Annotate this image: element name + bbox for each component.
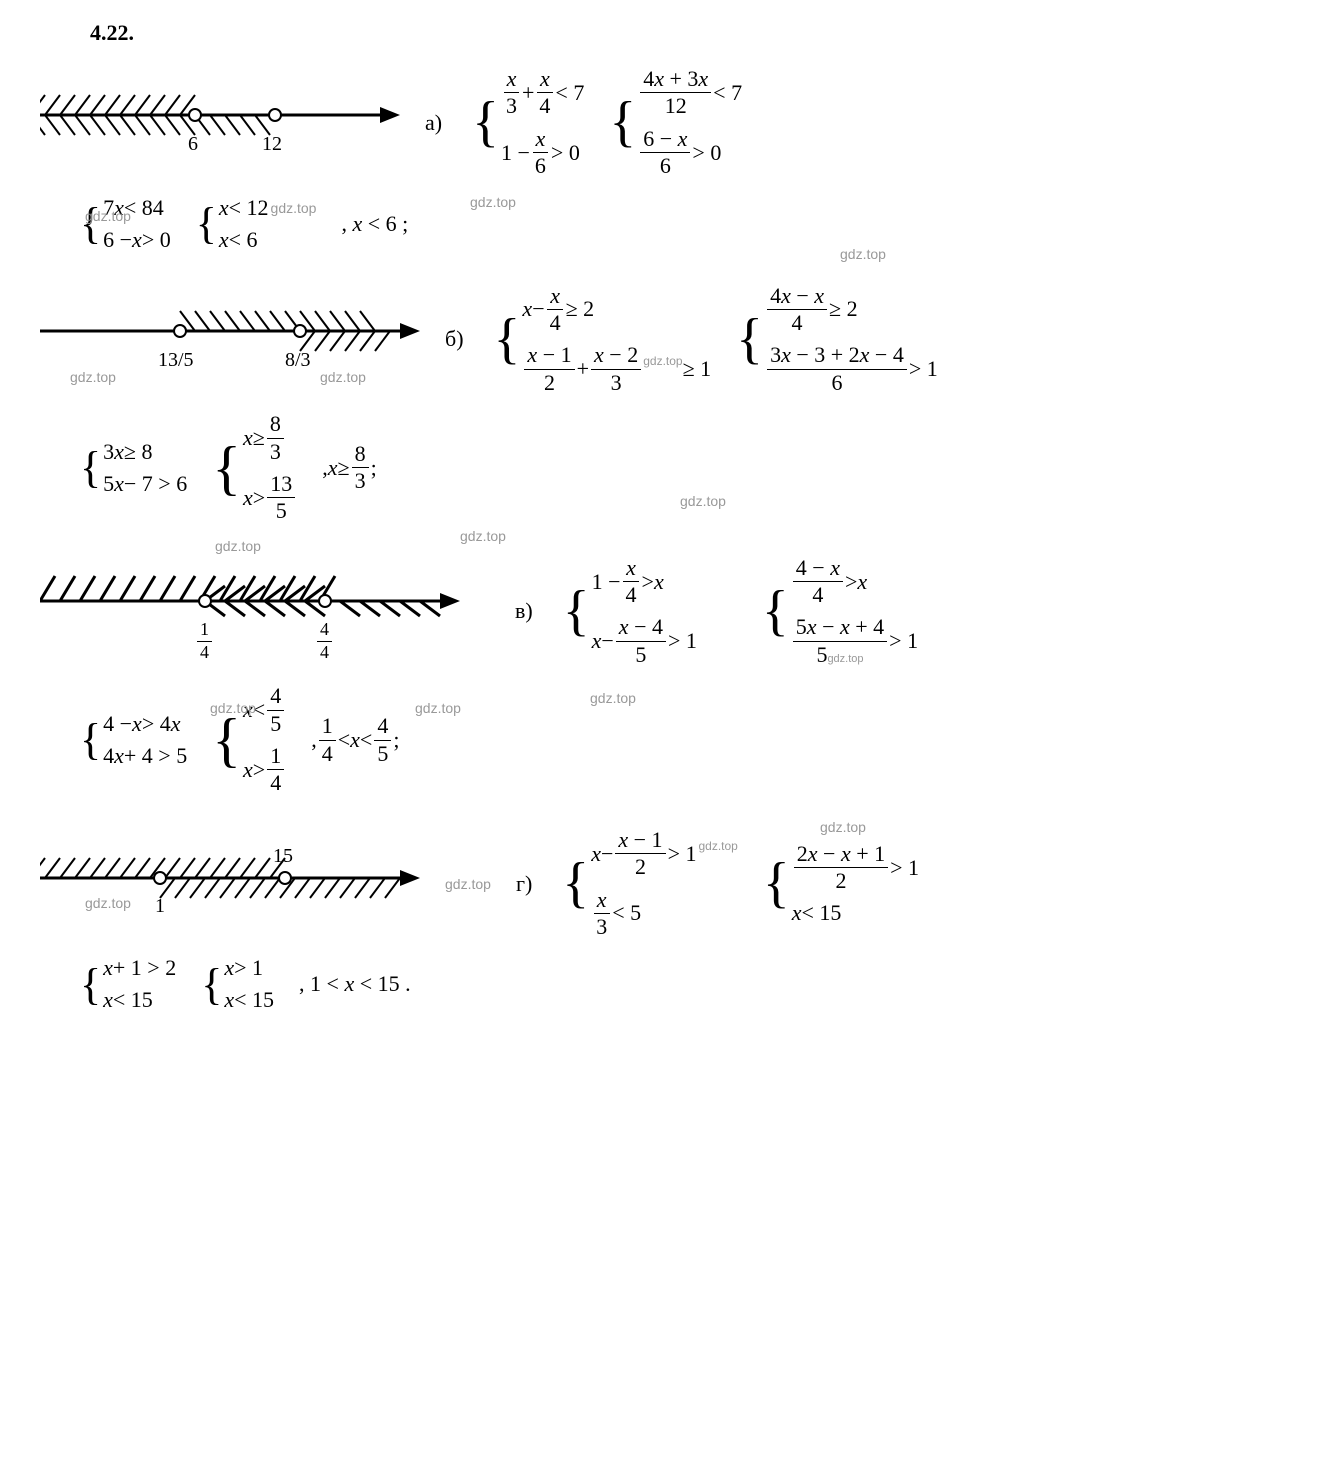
system-g3: { x + 1 > 2 x < 15 xyxy=(80,955,176,1013)
watermark: gdz.top xyxy=(85,895,131,911)
label-15: 15 xyxy=(273,845,293,868)
watermark: gdz.top xyxy=(85,208,131,224)
system-g4: { x > 1 x < 15 xyxy=(201,955,274,1013)
problem-number: 4.22. xyxy=(90,20,1291,46)
watermark: gdz.top xyxy=(320,369,366,385)
watermark: gdz.top xyxy=(215,538,261,554)
label-4-4: 44 xyxy=(315,619,334,663)
label-13-5: 13/5 xyxy=(158,349,194,372)
watermark: gdz.top xyxy=(460,528,506,544)
system-g2: { 2x − x + 12 > 1 x < 15 xyxy=(763,841,919,927)
problem-g: 1 15 gdz.top gdz.top г) { x − x − 12 > 1… xyxy=(40,827,1291,1014)
label-v: в) xyxy=(515,598,533,624)
system-v3: { 4 − x > 4x 4x + 4 > 5 xyxy=(80,711,187,769)
label-6: 6 xyxy=(188,133,198,156)
numberline-a: 6 12 xyxy=(40,85,400,161)
system-b4: { x ≥ 83 x > 135 xyxy=(212,411,297,525)
label-1-4: 14 xyxy=(195,619,214,663)
system-b1: { x − x4 ≥ 2 x − 12 + x − 23gdz.top ≥ 1 xyxy=(494,283,712,397)
numberline-v: 14 44 xyxy=(40,571,460,652)
system-v1: { 1 − x4 > x x − x − 45 > 1 xyxy=(563,555,697,669)
system-v2: { 4 − x4 > x 5x − x + 45gdz.top > 1 xyxy=(762,555,918,669)
system-b3: { 3x ≥ 8 5x − 7 > 6 xyxy=(80,439,187,497)
problem-b: 13/5 8/3 gdz.top gdz.top б) { x − x4 ≥ 2… xyxy=(40,283,1291,525)
problem-v: 14 44 в) { 1 − x4 > x x − x − 45 > 1 { 4… xyxy=(40,555,1291,797)
system-a4: { x < 12gdz.top x < 6 xyxy=(196,195,317,253)
system-a1: { x3 + x4 < 7 1 − x6 > 0 xyxy=(472,66,584,180)
result-b: , x ≥ 83 ; xyxy=(322,441,376,495)
system-a2: { 4x + 3x12 < 7 6 − x6 > 0 xyxy=(609,66,742,180)
label-b: б) xyxy=(445,326,464,352)
watermark: gdz.top xyxy=(470,194,516,210)
problem-a: 6 12 а) { x3 + x4 < 7 1 − x6 > 0 { 4x + … xyxy=(40,66,1291,253)
numberline-b: 13/5 8/3 gdz.top gdz.top xyxy=(40,301,420,377)
watermark: gdz.top xyxy=(680,493,726,509)
label-12: 12 xyxy=(262,133,282,156)
watermark: gdz.top xyxy=(210,700,256,716)
numberline-g: 1 15 gdz.top xyxy=(40,843,420,924)
result-v: , 14 < x < 45 ; xyxy=(311,713,399,767)
system-b2: { 4x − x4 ≥ 2 3x − 3 + 2x − 46 > 1 xyxy=(736,283,938,397)
watermark: gdz.top xyxy=(820,819,866,835)
system-g1: { x − x − 12 > 1gdz.top x3 < 5 xyxy=(562,827,738,941)
watermark: gdz.top xyxy=(415,700,461,716)
watermark: gdz.top xyxy=(590,690,636,706)
watermark: gdz.top xyxy=(840,246,886,262)
watermark: gdz.top xyxy=(445,876,491,892)
result-a: , x < 6 ; xyxy=(341,211,408,237)
watermark: gdz.top xyxy=(70,369,116,385)
label-8-3: 8/3 xyxy=(285,349,311,372)
result-g: , 1 < x < 15 . xyxy=(299,971,411,997)
label-a: а) xyxy=(425,110,442,136)
label-g: г) xyxy=(516,871,532,897)
label-1: 1 xyxy=(155,895,165,918)
